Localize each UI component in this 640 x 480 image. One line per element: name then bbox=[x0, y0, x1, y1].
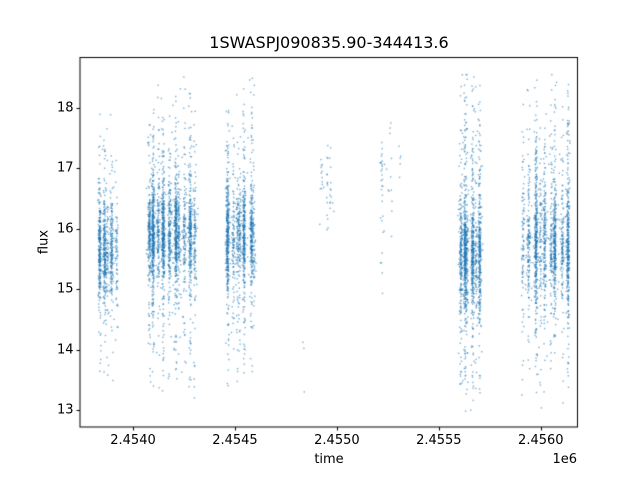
y-axis-label: flux bbox=[36, 229, 52, 255]
y-tick-label: 13 bbox=[56, 402, 74, 418]
x-tick-label: 2.4560 bbox=[518, 433, 564, 448]
x-tick-label: 2.4545 bbox=[212, 433, 258, 448]
x-tick-label: 2.4540 bbox=[110, 433, 156, 448]
x-tick-label: 2.4550 bbox=[314, 433, 360, 448]
x-axis-offset-label: 1e6 bbox=[552, 452, 577, 467]
y-tick-label: 14 bbox=[56, 342, 74, 358]
x-axis-label: time bbox=[314, 452, 344, 467]
x-tick-label: 2.4555 bbox=[416, 433, 462, 448]
y-tick-label: 15 bbox=[56, 281, 74, 297]
y-tick-label: 17 bbox=[56, 160, 74, 176]
chart-title: 1SWASPJ090835.90-344413.6 bbox=[209, 33, 449, 52]
y-tick-label: 16 bbox=[56, 221, 74, 237]
y-tick-label: 18 bbox=[56, 100, 74, 116]
